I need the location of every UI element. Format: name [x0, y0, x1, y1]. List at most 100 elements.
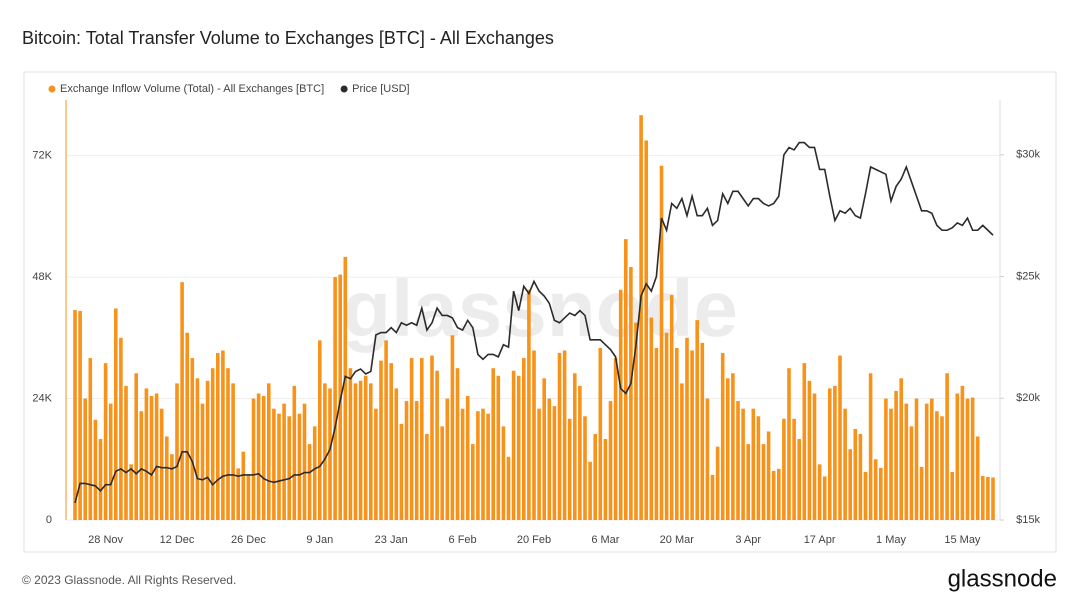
bar — [822, 476, 827, 520]
bar — [680, 383, 684, 520]
bar — [246, 474, 251, 520]
bar — [180, 282, 184, 520]
bar — [267, 383, 271, 520]
legend-marker — [340, 85, 348, 93]
bar — [853, 428, 858, 520]
bar — [955, 393, 960, 520]
bar — [838, 355, 842, 520]
bar — [144, 388, 149, 520]
bar — [909, 426, 914, 520]
bar — [562, 350, 567, 520]
bar — [710, 474, 715, 520]
bar — [363, 375, 368, 520]
bar — [420, 358, 424, 520]
bar — [970, 397, 975, 520]
bar — [200, 403, 205, 520]
bar — [323, 383, 327, 520]
bar — [369, 383, 373, 520]
bar — [353, 383, 358, 520]
bar — [578, 385, 582, 520]
bar — [873, 459, 878, 520]
bar — [404, 401, 409, 520]
bar — [292, 385, 297, 520]
bar — [312, 426, 317, 520]
bar — [634, 322, 638, 520]
bar — [501, 426, 506, 520]
bar — [746, 444, 750, 520]
bar — [465, 396, 470, 520]
bar — [435, 370, 439, 520]
bar — [583, 416, 587, 520]
bar — [613, 358, 618, 520]
bar — [567, 418, 572, 520]
bar — [685, 337, 689, 520]
y-tick-label: 48K — [32, 271, 52, 283]
bar — [659, 165, 664, 520]
bar — [695, 320, 699, 520]
bar — [782, 418, 786, 520]
legend-label: Price [USD] — [352, 83, 409, 95]
bar — [833, 385, 837, 520]
bar — [108, 403, 113, 520]
bar — [802, 363, 807, 520]
bar — [914, 398, 919, 520]
bar — [843, 408, 847, 520]
bar — [751, 408, 756, 520]
bar — [343, 256, 348, 520]
bar — [894, 390, 898, 520]
bar — [114, 308, 118, 520]
bar — [384, 340, 388, 520]
bar — [394, 388, 399, 520]
bar — [328, 388, 332, 520]
x-tick-label: 1 May — [876, 534, 906, 546]
bar — [93, 419, 98, 520]
bar — [236, 468, 240, 520]
bar — [221, 350, 225, 520]
bar — [389, 363, 393, 520]
bar — [103, 363, 108, 520]
bar — [950, 471, 954, 520]
x-tick-label: 15 May — [944, 534, 981, 546]
bar — [195, 378, 200, 520]
bar — [154, 393, 159, 520]
bar — [88, 358, 93, 520]
x-tick-label: 12 Dec — [160, 534, 195, 546]
bar — [496, 375, 501, 520]
bar — [430, 355, 434, 520]
bar — [159, 408, 164, 520]
bar — [618, 289, 623, 520]
price-line — [74, 141, 994, 504]
x-tick-label: 26 Dec — [231, 534, 266, 546]
bar — [414, 401, 419, 520]
bar — [205, 380, 210, 520]
y2-tick-label: $20k — [1016, 392, 1040, 404]
bar — [139, 411, 144, 520]
bar — [777, 468, 781, 520]
bar — [960, 385, 965, 520]
bar — [975, 436, 980, 520]
bar — [445, 398, 450, 520]
bar — [78, 311, 82, 520]
y-tick-label: 24K — [32, 392, 52, 404]
bar — [797, 439, 801, 520]
bar — [165, 436, 169, 520]
bar — [277, 413, 281, 520]
bar — [720, 353, 725, 520]
bar — [256, 393, 261, 520]
y-tick-label: 72K — [32, 150, 52, 162]
bar — [348, 368, 353, 520]
bar — [491, 368, 495, 520]
bar — [669, 294, 674, 520]
bar — [598, 347, 603, 520]
y-tick-label: 0 — [46, 514, 52, 526]
bar — [537, 408, 541, 520]
bar — [511, 370, 516, 520]
bar — [374, 408, 378, 520]
bar — [991, 477, 995, 520]
bar — [761, 444, 766, 520]
bar — [73, 310, 77, 520]
bar — [705, 398, 710, 520]
bar — [190, 358, 195, 520]
